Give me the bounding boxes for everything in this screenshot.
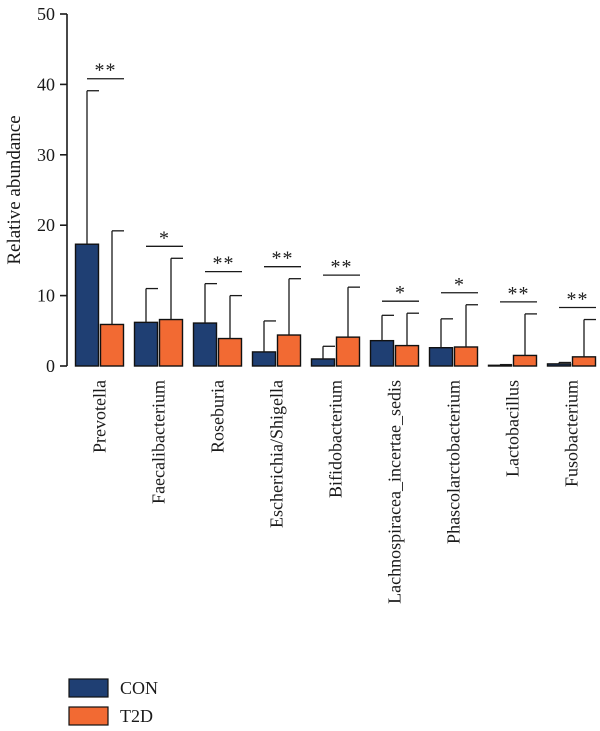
y-tick-label: 20: [37, 215, 55, 235]
y-axis-title: Relative abundance: [4, 115, 25, 264]
bar-t2d: [158, 318, 184, 367]
bar-con: [133, 321, 159, 367]
category-label: Phascolarctobacterium: [444, 380, 464, 544]
bar-t2d: [453, 346, 479, 367]
y-tick-label: 50: [37, 4, 55, 24]
legend-swatch-t2d: [68, 706, 109, 726]
bar-t2d: [571, 356, 597, 367]
bars: [74, 90, 597, 367]
legend-label-t2d: T2D: [120, 706, 153, 726]
significance-label: **: [272, 248, 294, 270]
significance-label: **: [95, 60, 117, 82]
y-tick-label: 10: [37, 286, 55, 306]
axes: 0 10 20 30 40 50: [37, 4, 68, 376]
category-label: Bifidobacterium: [326, 380, 346, 498]
bar-t2d: [276, 334, 302, 367]
bar-con: [428, 346, 454, 367]
category-label: Fusobacterium: [562, 380, 582, 487]
bar-con: [251, 351, 277, 367]
significance-label: *: [395, 282, 406, 304]
bar-con: [74, 243, 100, 367]
significance-markers: ***** ** *** * ** **: [87, 60, 596, 311]
category-label: Lactobacillus: [503, 380, 523, 477]
bar-t2d: [217, 337, 243, 367]
significance-label: *: [159, 227, 170, 249]
significance-label: **: [508, 283, 530, 305]
bar-con: [546, 363, 572, 367]
bar-t2d: [394, 344, 420, 367]
legend-swatch-con: [68, 678, 109, 698]
bar-con: [487, 364, 513, 367]
bar-con: [310, 358, 336, 367]
category-label: Escherichia/Shigella: [267, 380, 287, 528]
significance-label: **: [213, 253, 235, 275]
bar-con: [369, 339, 395, 367]
legend-label-con: CON: [120, 678, 158, 698]
significance-label: *: [454, 274, 465, 296]
bar-t2d: [99, 323, 125, 367]
y-tick-label: 0: [46, 356, 55, 376]
category-label: Lachnospiracea_incertae_sedis: [385, 380, 405, 604]
category-label: Roseburia: [208, 380, 228, 453]
bar-t2d: [512, 354, 538, 367]
category-labels: Prevotella Faecalibacterium Roseburia Esche…: [90, 380, 582, 604]
significance-label: **: [331, 256, 353, 278]
y-tick-label: 30: [37, 145, 55, 165]
bar-con: [192, 322, 218, 367]
category-label: Prevotella: [90, 380, 110, 453]
significance-label: **: [567, 289, 589, 311]
y-tick-label: 40: [37, 74, 55, 94]
bar-t2d: [335, 336, 361, 367]
category-label: Faecalibacterium: [149, 380, 169, 504]
legend: CON T2D: [68, 678, 158, 726]
